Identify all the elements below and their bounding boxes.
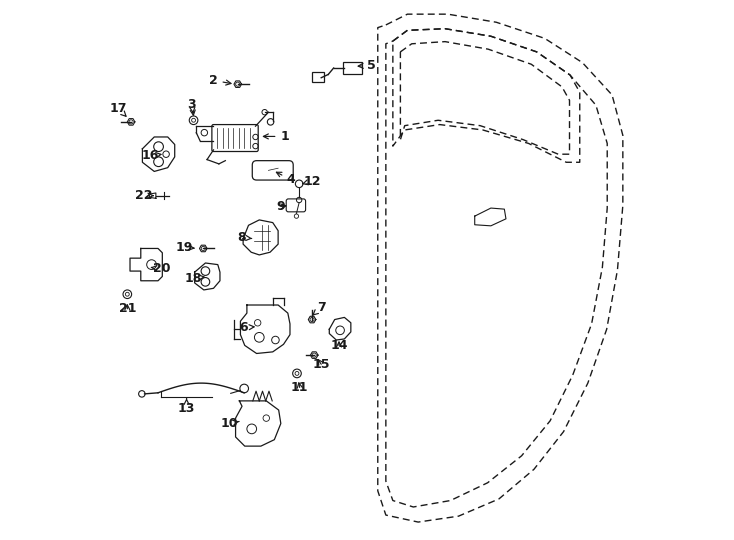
- Text: 18: 18: [185, 272, 203, 285]
- Text: 10: 10: [221, 417, 239, 430]
- Text: 19: 19: [175, 241, 192, 254]
- Text: 21: 21: [119, 302, 136, 315]
- Text: 14: 14: [330, 339, 348, 352]
- Text: 9: 9: [277, 200, 285, 213]
- Text: 1: 1: [280, 130, 289, 143]
- Text: 5: 5: [367, 59, 376, 72]
- Text: 7: 7: [317, 301, 326, 314]
- Text: 3: 3: [188, 98, 196, 111]
- Text: 11: 11: [291, 381, 308, 394]
- Text: 13: 13: [178, 402, 195, 415]
- Text: 2: 2: [209, 74, 218, 87]
- Text: 17: 17: [109, 102, 127, 115]
- Text: 22: 22: [135, 189, 152, 202]
- Text: 12: 12: [303, 174, 321, 187]
- Text: 8: 8: [238, 231, 247, 244]
- Text: 20: 20: [153, 262, 170, 275]
- Text: 15: 15: [313, 358, 330, 371]
- Text: 6: 6: [239, 321, 247, 334]
- Text: 4: 4: [286, 173, 295, 186]
- Text: 16: 16: [142, 150, 159, 163]
